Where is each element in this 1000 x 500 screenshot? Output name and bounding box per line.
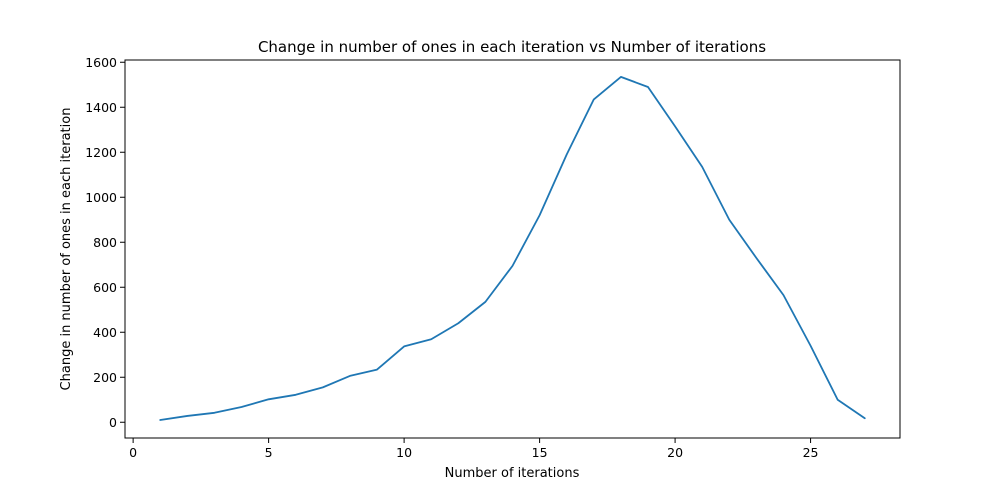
y-tick-label: 1400 [85, 100, 117, 115]
series-line [159, 75, 866, 421]
x-tick-label: 20 [667, 445, 683, 460]
plot-frame [124, 59, 901, 439]
x-tick-label: 10 [396, 445, 412, 460]
y-tick-label: 1200 [85, 145, 117, 160]
series-group [159, 75, 866, 421]
y-tick-label: 200 [93, 370, 117, 385]
y-axis: 0 200 400 600 800 1000 1200 1400 1600 [85, 55, 125, 430]
y-tick-label: 1600 [85, 55, 117, 70]
y-tick-label: 400 [93, 325, 117, 340]
y-tick-label: 600 [93, 280, 117, 295]
y-tick-label: 1000 [85, 190, 117, 205]
x-axis: 0 5 10 15 20 25 [129, 438, 819, 460]
x-tick-label: 5 [265, 445, 273, 460]
x-axis-label: Number of iterations [445, 466, 580, 481]
y-tick-label: 0 [109, 415, 117, 430]
plot-area: 0 5 10 15 20 25 0 200 400 600 800 1000 1200 1400 1600 [85, 55, 901, 460]
x-tick-label: 15 [532, 445, 548, 460]
x-tick-label: 25 [803, 445, 819, 460]
x-tick-label: 0 [129, 445, 137, 460]
chart-title: Change in number of ones in each iterati… [258, 38, 766, 56]
y-axis-label: Change in number of ones in each iterati… [59, 108, 74, 391]
y-tick-label: 800 [93, 235, 117, 250]
